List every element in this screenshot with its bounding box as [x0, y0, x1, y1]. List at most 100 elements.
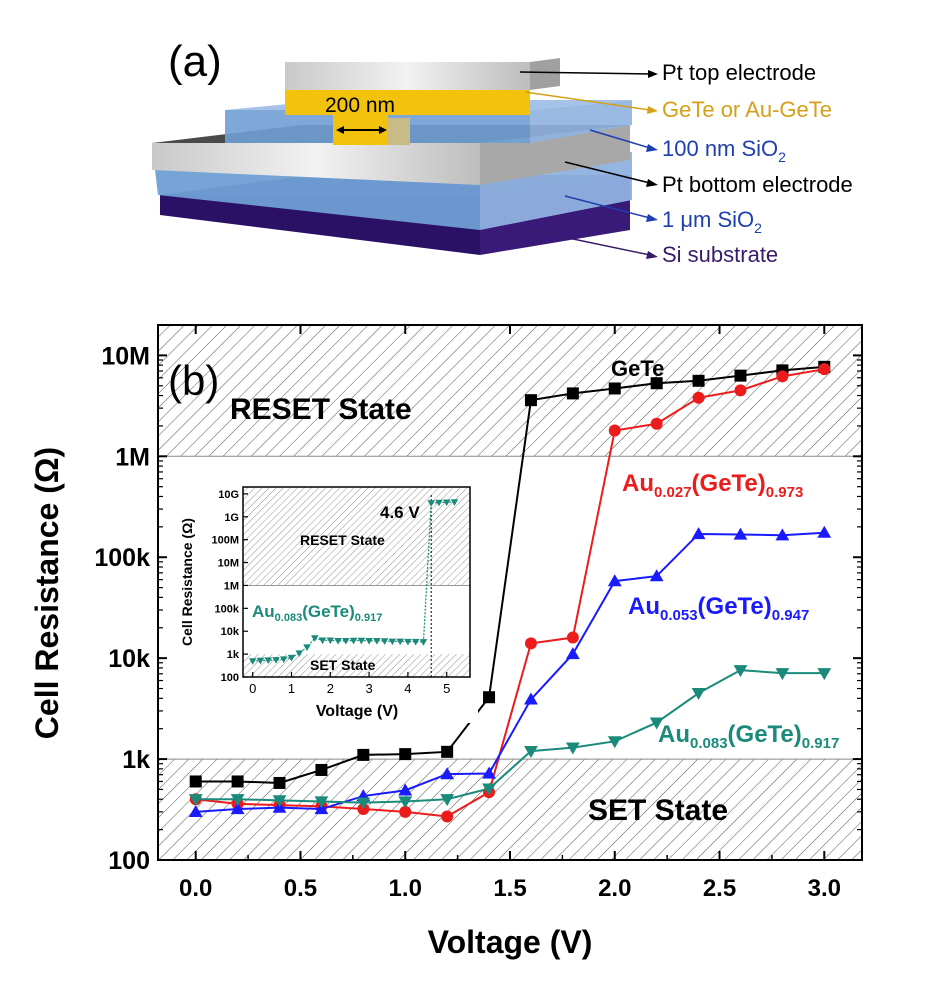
data-point [818, 363, 831, 376]
sio2-1um-front [155, 170, 480, 230]
y-tick-label: 1k [122, 746, 150, 774]
layer-label-subscript: 2 [778, 149, 786, 165]
data-point [440, 794, 455, 807]
inset-region-hatch [243, 654, 470, 677]
layer-label-text: 100 nm SiO [662, 136, 778, 161]
data-point [357, 748, 370, 761]
data-point [440, 767, 455, 780]
inset-data-point [334, 638, 342, 645]
data-point [524, 394, 537, 407]
inset-series-label: Au0.083(GeTe)0.917 [252, 602, 382, 624]
data-point [775, 668, 790, 681]
label-text: (GeTe) [302, 602, 355, 621]
label-subscript: 0.083 [275, 612, 303, 624]
label-subscript: 0.083 [690, 735, 728, 752]
layer-label: 100 nm SiO2 [662, 136, 786, 165]
series-label-au0083: Au0.083(GeTe)0.917 [658, 721, 839, 752]
inset-data-point [388, 638, 397, 646]
leader-si-arrow [646, 251, 658, 259]
data-point [188, 794, 203, 807]
layer-label-text: Pt bottom electrode [662, 172, 853, 197]
inset-data-point [342, 638, 350, 645]
x-tick-label: 1.0 [389, 875, 422, 902]
panel-a-label: (a) [168, 37, 222, 86]
inset-data-point [318, 637, 327, 645]
inset-x-axis-title: Voltage (V) [316, 703, 398, 720]
data-point [230, 802, 245, 815]
data-point [482, 766, 496, 779]
inset-y-tick-label: 10M [218, 558, 239, 570]
data-point [314, 796, 329, 809]
series-line [195, 531, 825, 813]
x-tick-label: 3.0 [808, 875, 841, 902]
data-point [607, 736, 622, 749]
data-point [565, 647, 580, 660]
data-point [650, 417, 663, 430]
data-point [524, 745, 538, 758]
y-tick-label: 10k [108, 645, 150, 673]
data-point [775, 528, 790, 541]
data-point [607, 574, 622, 587]
leader-si [529, 229, 651, 256]
inset-y-tick-label: 100M [211, 535, 239, 547]
gete-layer-front [285, 88, 530, 115]
label-subscript: 0.947 [772, 607, 810, 624]
inset-x-tick-label: 1 [288, 681, 295, 696]
region-hatch [158, 325, 862, 457]
inset-y-axis-title: Cell Resistance (Ω) [179, 518, 195, 646]
data-point [524, 692, 538, 705]
region-hatch [158, 759, 862, 860]
inset-x-tick-label: 5 [443, 681, 450, 696]
data-point [692, 391, 705, 404]
inset-y-tick-label: 1k [227, 649, 240, 661]
inset-data-point [264, 657, 273, 665]
data-point [273, 776, 286, 789]
data-point [441, 810, 454, 823]
data-point [398, 783, 413, 796]
data-point [230, 794, 245, 807]
inset-data-point [272, 657, 280, 664]
label-subscript: 0.917 [802, 735, 840, 752]
data-point [734, 384, 747, 397]
leader-gete-arrow [647, 106, 658, 114]
set-state-label: SET State [588, 794, 728, 827]
series-group [188, 360, 832, 823]
inset-data-point [442, 499, 451, 507]
inset-data-point [256, 657, 265, 665]
layer-label-subscript: 2 [754, 220, 762, 236]
leader-sio2-1um [564, 195, 651, 219]
data-point [356, 797, 371, 810]
gete-pillar-side [388, 118, 410, 145]
panel-b-label: (b) [168, 357, 219, 404]
leader-pt-top-arrow [648, 70, 658, 78]
label-text: (GeTe) [698, 593, 772, 620]
inset-data-point [427, 500, 435, 507]
inset-data-point [349, 637, 358, 645]
y-tick-label: 1M [115, 443, 150, 471]
data-point [691, 688, 706, 701]
data-point [482, 783, 496, 796]
layer-label: GeTe or Au-GeTe [662, 97, 832, 122]
inset-y-tick-label: 100k [215, 603, 240, 615]
data-point [188, 804, 203, 817]
data-point [189, 775, 202, 788]
data-point [733, 665, 748, 678]
layer-label: 1 μm SiO2 [662, 207, 762, 236]
data-point [649, 717, 664, 730]
device-schematic: (a) 200 nm [152, 37, 853, 267]
leader-pt-top [519, 71, 651, 75]
layer-label-text: GeTe or Au-GeTe [662, 97, 832, 122]
series-line [195, 368, 825, 818]
inset-chart: 0 1 2 3 4 5 100 1k 10k 100k 1M 10M 100M 1G 10G 4.6 V RES… [178, 480, 478, 723]
label-text: Au [622, 470, 654, 497]
pt-top-front [285, 62, 530, 90]
leader-sio2-100 [589, 129, 651, 149]
leader-pt-bottom [564, 161, 651, 184]
dimension-arrowhead-left [336, 126, 344, 134]
data-point [649, 569, 664, 582]
label-text: (GeTe) [728, 721, 802, 748]
inset-reset-label: RESET State [300, 532, 385, 548]
series-line [195, 669, 825, 804]
inset-frame [242, 486, 471, 678]
